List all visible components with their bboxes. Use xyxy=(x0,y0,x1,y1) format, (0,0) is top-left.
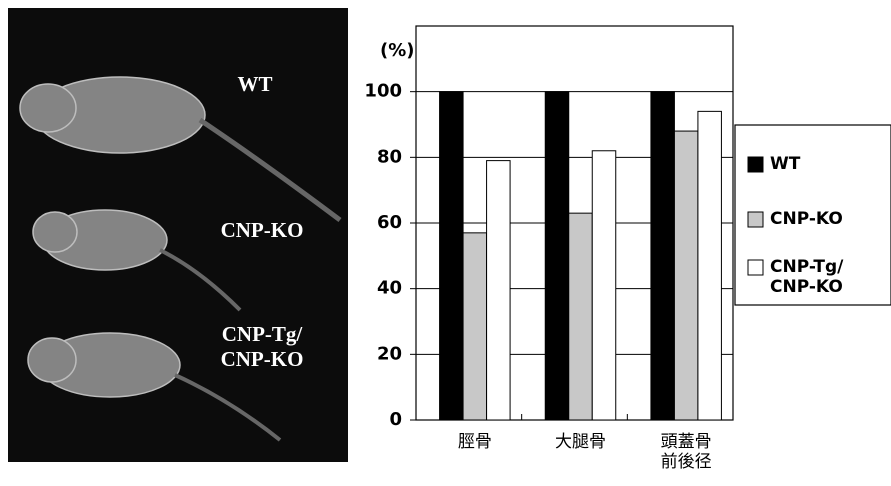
y-tick-label: 60 xyxy=(377,212,402,233)
image-label: WT xyxy=(237,72,272,97)
y-tick-label: 40 xyxy=(377,278,402,299)
bar xyxy=(674,131,698,420)
legend-swatch xyxy=(748,212,763,227)
bar xyxy=(698,111,722,420)
legend-label: CNP-Tg/ CNP-KO xyxy=(770,257,843,298)
bar xyxy=(569,213,593,420)
y-tick-label: 0 xyxy=(389,409,402,430)
image-label: CNP-Tg/ CNP-KO xyxy=(221,322,304,372)
bar xyxy=(487,161,511,420)
x-tick-label: 大腿骨 xyxy=(555,432,606,452)
y-tick-label: 100 xyxy=(364,81,402,102)
y-tick-label: 20 xyxy=(377,343,402,364)
legend-label: CNP-KO xyxy=(770,209,843,229)
bar xyxy=(651,92,675,420)
legend-swatch xyxy=(748,157,763,172)
x-tick-label: 頭蓋骨 前後径 xyxy=(661,432,712,473)
bar xyxy=(545,92,569,420)
x-tick-label: 脛骨 xyxy=(458,432,492,452)
image-label: CNP-KO xyxy=(221,218,304,243)
y-axis-label: (%) xyxy=(380,40,415,62)
legend-swatch xyxy=(748,260,763,275)
bar xyxy=(463,233,487,420)
y-tick-label: 80 xyxy=(377,146,402,167)
bar xyxy=(440,92,464,420)
figure: 0 20 40 60 80 100 WT CNP-KO CNP-Tg/ CNP-KO (%… xyxy=(0,0,891,486)
legend-label: WT xyxy=(770,154,800,174)
bar xyxy=(592,151,616,420)
chart: 0 20 40 60 80 100 xyxy=(0,0,891,486)
